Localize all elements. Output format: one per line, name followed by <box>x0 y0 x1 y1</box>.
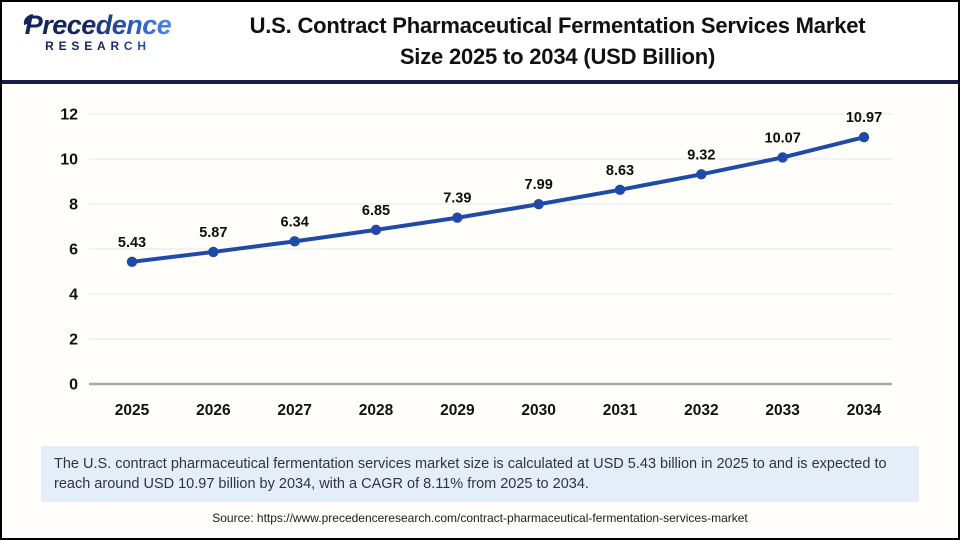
data-point <box>777 152 788 163</box>
logo-brand-label: Precedence <box>24 10 172 40</box>
chart-area: 0 2 4 6 8 10 12 2025 2026 2027 2028 2029 2030 2031 203… <box>2 84 958 440</box>
data-point <box>614 184 626 196</box>
data-point <box>208 246 219 258</box>
data-label: 5.43 <box>118 235 146 251</box>
x-tick-label: 2032 <box>684 402 718 419</box>
data-label: 6.85 <box>362 203 390 219</box>
line-chart: 0 2 4 6 8 10 12 2025 2026 2027 2028 2029 2030 2031 203… <box>60 107 892 419</box>
data-label: 9.32 <box>687 147 715 163</box>
y-tick-label: 6 <box>69 242 78 259</box>
title-line-2: Size 2025 to 2034 (USD Billion) <box>399 44 716 69</box>
x-tick-label: 2031 <box>603 402 638 419</box>
data-point <box>858 131 870 143</box>
x-tick-label: 2033 <box>765 402 800 419</box>
summary-box: The U.S. contract pharmaceutical ferment… <box>41 446 919 502</box>
leaf-icon <box>22 3 36 34</box>
header-divider <box>2 80 958 84</box>
data-point <box>126 256 138 268</box>
data-label: 10.97 <box>846 110 882 126</box>
data-label: 7.99 <box>525 177 553 193</box>
data-point <box>696 169 707 180</box>
chart-title: U.S. Contract Pharmaceutical Fermentatio… <box>2 10 958 72</box>
x-tick-label: 2030 <box>521 402 555 419</box>
trend-line <box>130 135 866 264</box>
source-line: Source: https://www.precedenceresearch.c… <box>212 511 748 525</box>
data-label: 10.07 <box>765 130 801 146</box>
data-point <box>533 199 544 210</box>
x-tick-label: 2028 <box>359 402 394 419</box>
y-tick-label: 0 <box>69 377 78 394</box>
x-tick-label: 2025 <box>115 402 150 419</box>
precedence-logo: Precedence RESEARCH <box>18 10 178 53</box>
x-tick-label: 2027 <box>277 402 311 419</box>
data-point <box>370 224 382 236</box>
data-point <box>289 236 300 247</box>
data-label: 6.34 <box>281 214 309 230</box>
data-point <box>452 212 463 223</box>
x-tick-label: 2034 <box>847 402 882 419</box>
data-label: 8.63 <box>606 163 634 179</box>
logo-sub-text: RESEARCH <box>18 39 178 53</box>
title-line-1: U.S. Contract Pharmaceutical Fermentatio… <box>249 13 866 38</box>
x-tick-label: 2026 <box>196 402 231 419</box>
y-tick-label: 4 <box>69 287 78 304</box>
y-tick-label: 2 <box>69 332 78 349</box>
logo-brand-text: Precedence <box>23 10 172 41</box>
y-tick-label: 10 <box>60 152 78 169</box>
header: Precedence RESEARCH U.S. Contract Pharma… <box>2 2 958 80</box>
summary-text: The U.S. contract pharmaceutical ferment… <box>54 456 887 492</box>
data-label: 5.87 <box>199 225 227 241</box>
y-tick-label: 8 <box>69 197 78 214</box>
y-tick-label: 12 <box>60 107 78 124</box>
x-tick-label: 2029 <box>440 402 475 419</box>
data-label: 7.39 <box>443 191 471 207</box>
